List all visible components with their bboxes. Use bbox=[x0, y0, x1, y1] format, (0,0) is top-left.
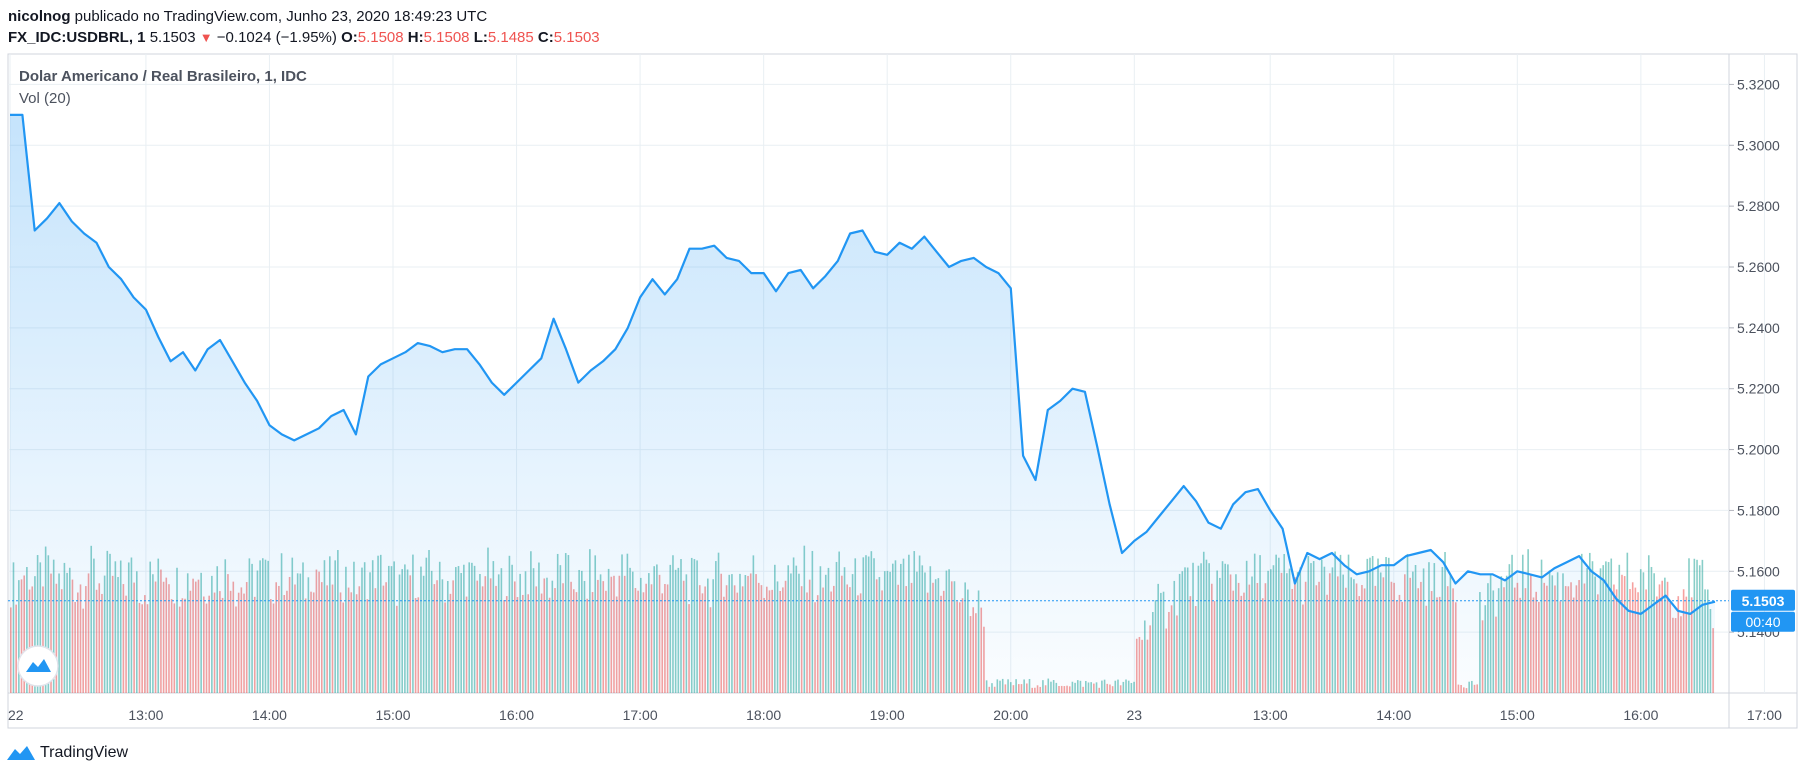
x-tick-label: 13:00 bbox=[128, 707, 163, 723]
x-tick-label: 13:00 bbox=[1253, 707, 1288, 723]
y-tick-label: 5.1800 bbox=[1737, 502, 1780, 518]
chart-legend-title: Dolar Americano / Real Brasileiro, 1, ID… bbox=[19, 68, 307, 85]
footer-brand[interactable]: TradingView bbox=[6, 743, 128, 763]
y-tick-label: 5.2600 bbox=[1737, 259, 1780, 275]
publish-info: nicolnog publicado no TradingView.com, J… bbox=[8, 8, 487, 26]
ohlc-row: FX_IDC:USDBRL, 1 5.1503 ▼ −0.1024 (−1.95… bbox=[8, 29, 600, 47]
low-value: 5.1485 bbox=[487, 29, 534, 46]
open-label: O: bbox=[341, 29, 358, 46]
x-tick-label: 15:00 bbox=[375, 707, 410, 723]
low-label: L: bbox=[473, 29, 488, 46]
x-tick-label: 14:00 bbox=[252, 707, 287, 723]
published-text: publicado no TradingView.com, Junho 23, … bbox=[74, 8, 488, 25]
open-value: 5.1508 bbox=[357, 29, 404, 46]
countdown-value: 00:40 bbox=[1745, 614, 1780, 630]
volume-legend: Vol (20) bbox=[19, 90, 71, 107]
x-tick-label: 23 bbox=[1127, 707, 1143, 723]
change-value: −0.1024 (−1.95%) bbox=[216, 29, 337, 46]
y-tick-label: 5.2200 bbox=[1737, 381, 1780, 397]
tradingview-logo-icon bbox=[7, 746, 35, 760]
y-tick-label: 5.2000 bbox=[1737, 442, 1780, 458]
close-value: 5.1503 bbox=[553, 29, 600, 46]
down-arrow-icon: ▼ bbox=[199, 30, 213, 45]
chart-frame bbox=[7, 53, 1798, 729]
price-axis[interactable]: 5.14005.16005.18005.20005.22005.24005.26… bbox=[1729, 76, 1780, 640]
countdown-tag: 00:40 bbox=[1731, 611, 1795, 632]
x-tick-label: 17:00 bbox=[623, 707, 658, 723]
x-tick-label: 19:00 bbox=[870, 707, 905, 723]
price-line bbox=[10, 113, 1716, 615]
y-tick-label: 5.1600 bbox=[1737, 563, 1780, 579]
x-tick-label: 14:00 bbox=[1376, 707, 1411, 723]
y-tick-label: 5.3000 bbox=[1737, 137, 1780, 153]
last-price-value: 5.1503 bbox=[1742, 593, 1785, 609]
author-name[interactable]: nicolnog bbox=[8, 8, 71, 25]
high-label: H: bbox=[407, 29, 424, 46]
x-tick-label: 15:00 bbox=[1500, 707, 1535, 723]
y-tick-label: 5.2800 bbox=[1737, 198, 1780, 214]
footer-brand-text: TradingView bbox=[40, 744, 129, 761]
high-value: 5.1508 bbox=[423, 29, 470, 46]
last-price: 5.1503 bbox=[149, 29, 196, 46]
y-tick-label: 5.2400 bbox=[1737, 320, 1780, 336]
x-tick-label: 16:00 bbox=[499, 707, 534, 723]
price-area-fill bbox=[10, 114, 1715, 693]
x-tick-label: 16:00 bbox=[1623, 707, 1658, 723]
x-tick-label: 20:00 bbox=[993, 707, 1028, 723]
x-tick-label: 18:00 bbox=[746, 707, 781, 723]
tradingview-watermark-icon[interactable] bbox=[17, 645, 59, 687]
y-tick-label: 5.3200 bbox=[1737, 76, 1780, 92]
symbol-label: FX_IDC:USDBRL, 1 bbox=[8, 29, 146, 46]
close-label: C: bbox=[537, 29, 554, 46]
time-axis[interactable]: 22 13:00 14:00 15:00 16:00 17:00 18:00 19:00 20:… bbox=[8, 707, 1805, 723]
last-price-tag: 5.1503 bbox=[1731, 589, 1795, 611]
x-tick-label: 22 bbox=[8, 707, 24, 723]
x-tick-label: 17:00 bbox=[1747, 707, 1782, 723]
